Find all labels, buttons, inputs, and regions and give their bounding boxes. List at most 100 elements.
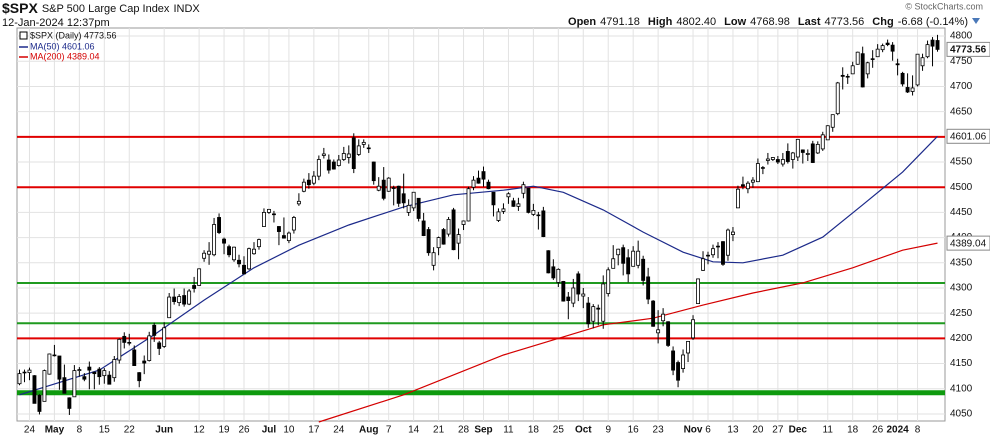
x-tick-label: 10 [283, 425, 295, 436]
quote-label: High [648, 16, 673, 28]
y-tick-label: 4750 [950, 56, 973, 67]
candle-body [461, 220, 466, 225]
candle-body [905, 87, 910, 93]
y-tick-label: 4550 [950, 157, 973, 168]
candle-body [17, 373, 22, 385]
candle-body [451, 209, 456, 251]
candle-body [416, 197, 421, 219]
candle-body [636, 250, 641, 266]
symbol: $SPX [2, 0, 38, 16]
candle-body [326, 159, 331, 171]
candle-body [731, 231, 735, 235]
candle-body [790, 152, 795, 160]
candle-body [346, 153, 351, 158]
candle-body [446, 219, 451, 235]
x-tick-label: 25 [553, 425, 565, 436]
price-box-label: 4773.56 [950, 45, 987, 56]
candle-body [396, 185, 401, 204]
candle-body [267, 208, 271, 213]
candle-body [311, 175, 316, 184]
candle-body [406, 204, 411, 213]
x-tick-label: 26 [238, 425, 250, 436]
x-tick-label: Dec [789, 425, 808, 436]
exchange: INDX [173, 3, 200, 15]
candle-body [137, 372, 142, 382]
y-tick-label: 4300 [950, 283, 973, 294]
candle-body [835, 82, 840, 115]
y-tick-label: 4150 [950, 358, 973, 369]
candle-body [421, 220, 426, 236]
candle-body [262, 212, 266, 227]
candle-body [172, 296, 177, 302]
x-tick-label: 6 [705, 425, 711, 436]
candle-body [541, 210, 546, 237]
candle-body [661, 313, 666, 322]
candle-body [331, 161, 336, 170]
candle-body [276, 226, 281, 232]
candle-body [281, 235, 286, 239]
candle-body [486, 181, 491, 190]
legend-label: MA(50) 4601.06 [30, 41, 95, 51]
candle-body [227, 246, 231, 256]
quote-value: -6.68 (-0.14%) [898, 16, 968, 28]
candle-body [825, 125, 830, 141]
quote-label: Open [568, 16, 596, 28]
candle-body [147, 335, 152, 361]
x-tick-label: 11 [503, 425, 514, 436]
candle-body [376, 185, 381, 191]
x-tick-label: 28 [458, 425, 470, 436]
x-tick-label: May [45, 425, 65, 436]
menu-arrow[interactable] [972, 18, 980, 24]
candle-body [855, 51, 860, 65]
candle-body [117, 338, 122, 361]
candle-body [157, 342, 162, 349]
candle-body [721, 241, 725, 265]
candle-body [845, 75, 850, 78]
candle-body [551, 266, 556, 279]
candle-body [426, 229, 431, 254]
candle-body [471, 179, 476, 188]
y-tick-label: 4500 [950, 182, 973, 193]
candle-body [785, 151, 790, 162]
x-tick-label: Aug [359, 425, 378, 436]
candle-body [890, 44, 895, 52]
candle-body [122, 335, 127, 343]
candles [17, 34, 940, 415]
candle-body [755, 163, 760, 183]
candle-body [521, 184, 526, 194]
candle-body [586, 302, 591, 325]
candle-body [666, 321, 671, 346]
x-tick-label: 21 [433, 425, 445, 436]
candle-body [22, 371, 27, 374]
quote-value: 4802.40 [676, 16, 716, 28]
candle-body [900, 72, 905, 85]
candle-body [795, 138, 800, 158]
candle-body [247, 248, 251, 270]
candle-body [361, 141, 366, 145]
y-tick-label: 4350 [950, 257, 973, 268]
candle-body [880, 45, 885, 51]
candle-body [676, 362, 681, 381]
candle-body [202, 252, 207, 259]
candle-body [491, 191, 496, 206]
candle-body [716, 245, 720, 248]
candle-body [222, 238, 227, 244]
candle-body [252, 248, 256, 255]
x-tick-label: Sep [474, 425, 492, 436]
x-tick-label: Jun [155, 425, 173, 436]
candle-body [686, 340, 691, 354]
candle-body [765, 158, 770, 161]
candle-body [57, 355, 62, 380]
candle-body [621, 247, 626, 264]
candle-body [830, 114, 835, 128]
y-tick-label: 4100 [950, 383, 973, 394]
plot-area [16, 27, 946, 422]
header-title: $SPX S&P 500 Large Cap Index INDX [2, 0, 200, 16]
candle-body [386, 177, 391, 192]
candle-body [341, 153, 346, 160]
x-tick-label: 24 [333, 425, 345, 436]
candle-body [291, 217, 296, 231]
x-tick-label: 2024 [886, 425, 909, 436]
candle-body [745, 182, 750, 190]
x-tick-label: 7 [386, 425, 392, 436]
